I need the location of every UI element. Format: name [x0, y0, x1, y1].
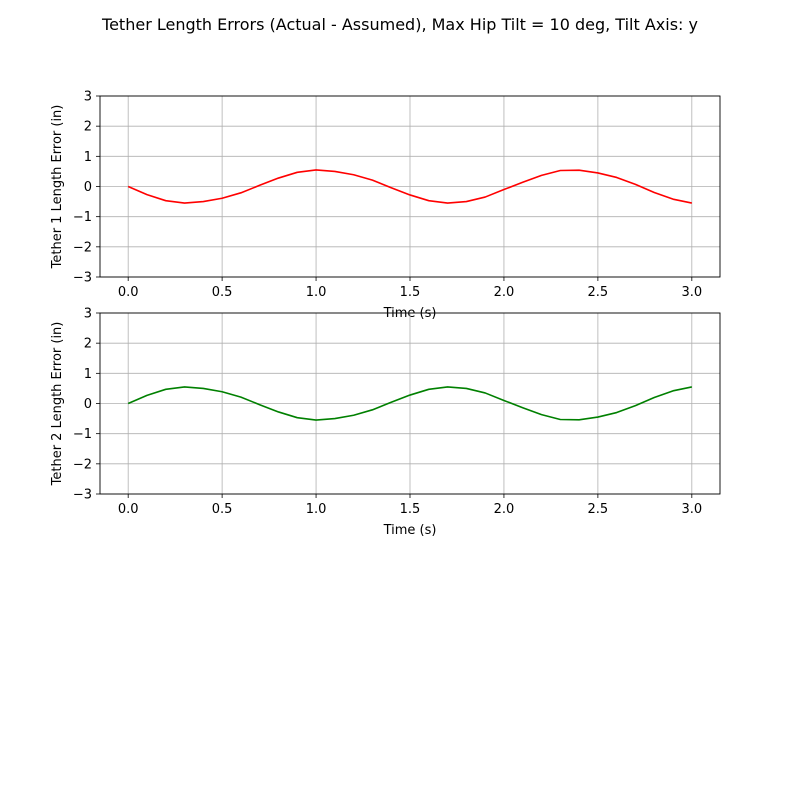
- y-tick-label: −2: [73, 457, 92, 472]
- y-tick-label: −1: [73, 427, 92, 442]
- x-tick-label: 2.0: [494, 285, 515, 300]
- y-tick-label: 1: [84, 367, 92, 382]
- x-tick-label: 0.0: [118, 285, 139, 300]
- x-tick-label: 3.0: [681, 285, 702, 300]
- subplot-tether-2: 0.0 0.5 1.0 1.5 2.0 2.5 3.0 −3 −2 −1 0 1 2 3 Time (s) T…: [50, 307, 721, 538]
- series-line: [127, 386, 692, 421]
- figure-title: Tether Length Errors (Actual - Assumed),…: [101, 15, 698, 34]
- y-tick-label: 3: [84, 307, 92, 322]
- x-tick-label: 1.5: [400, 285, 421, 300]
- x-axis-label: Time (s): [383, 523, 437, 538]
- y-tick-label: −3: [73, 271, 92, 286]
- x-tick-label: 3.0: [681, 502, 702, 517]
- x-tick-label: 0.5: [212, 502, 233, 517]
- x-tick-label: 1.0: [306, 502, 327, 517]
- y-axis-label: Tether 2 Length Error (in): [50, 322, 65, 487]
- y-tick-label: −3: [73, 488, 92, 503]
- subplot-tether-1: 0.0 0.5 1.0 1.5 2.0 2.5 3.0 −3 −2 −1 0 1 2 3 Time (s) T…: [50, 90, 721, 321]
- y-axis-label: Tether 1 Length Error (in): [50, 105, 65, 270]
- x-tick-label: 2.5: [588, 502, 609, 517]
- y-tick-label: 3: [84, 90, 92, 105]
- y-tick-label: 1: [84, 150, 92, 165]
- x-tick-label: 0.0: [118, 502, 139, 517]
- y-tick-label: 0: [84, 180, 92, 195]
- y-tick-label: −1: [73, 210, 92, 225]
- series-line: [127, 169, 692, 204]
- x-tick-label: 2.5: [588, 285, 609, 300]
- y-tick-label: −2: [73, 240, 92, 255]
- y-tick-label: 2: [84, 337, 92, 352]
- x-tick-label: 2.0: [494, 502, 515, 517]
- x-axis-label: Time (s): [383, 306, 437, 321]
- x-tick-label: 1.5: [400, 502, 421, 517]
- x-tick-label: 1.0: [306, 285, 327, 300]
- y-tick-label: 2: [84, 120, 92, 135]
- y-tick-label: 0: [84, 397, 92, 412]
- x-tick-label: 0.5: [212, 285, 233, 300]
